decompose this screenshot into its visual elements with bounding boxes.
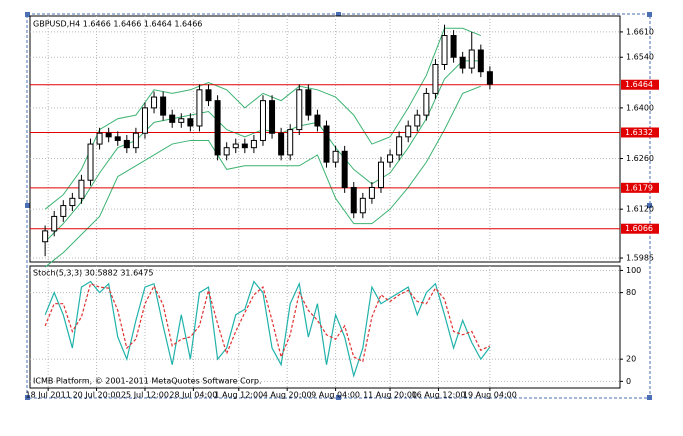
candle-body	[132, 132, 139, 149]
stoch-line	[44, 280, 491, 379]
candle-body	[223, 147, 230, 156]
candle-body	[178, 118, 185, 123]
candle-body	[196, 89, 203, 127]
candle-body	[396, 136, 403, 156]
candle-body	[105, 132, 112, 138]
x-tick-label: 16 Aug 12:00	[411, 391, 465, 400]
candle-body	[205, 89, 212, 102]
x-tick-label: 9 Aug 04:00	[311, 391, 360, 400]
candle-body	[323, 125, 330, 163]
candle-body	[187, 118, 194, 127]
x-tick-label: 11 Aug 20:00	[363, 391, 417, 400]
candle-body	[314, 114, 321, 127]
y-tick-label: 1.6260	[626, 154, 654, 163]
candle-body	[414, 114, 421, 127]
candle-body	[387, 154, 394, 163]
x-tick-label: 1 Aug 12:00	[214, 391, 263, 400]
candle-body	[377, 161, 384, 188]
candle-body	[42, 230, 49, 243]
candle-body	[296, 89, 303, 131]
selection-handles	[25, 12, 652, 400]
level-label: 1.6066	[625, 224, 653, 233]
x-tick-label: 18 Jul 2011	[26, 391, 71, 400]
candle-body	[151, 96, 158, 109]
footer: ICMB Platform, © 2001-2011 MetaQuotes So…	[33, 377, 262, 386]
candle-body	[278, 132, 285, 156]
x-tick-label: 20 Jul 20:00	[73, 391, 121, 400]
y-tick-label: 1.6610	[626, 27, 654, 36]
indicator-title: Stoch(5,3,3) 30.5882 31.6475	[33, 269, 153, 278]
candle-body	[287, 129, 294, 156]
y-tick-label: 1.6120	[626, 205, 654, 214]
candle-body	[368, 186, 375, 199]
stoch-line	[44, 282, 491, 363]
candle-body	[51, 215, 58, 232]
y-tick-label: 0	[626, 377, 631, 386]
level-label: 1.6179	[625, 183, 653, 192]
candle-body	[468, 49, 475, 69]
candle-body	[459, 56, 466, 69]
candle-body	[114, 136, 121, 141]
band-upper	[44, 27, 482, 210]
level-label-box	[621, 223, 659, 234]
candle-body	[160, 96, 167, 116]
candle-body	[232, 143, 239, 149]
y-tick-label: 1.6400	[626, 103, 654, 112]
candle-body	[269, 100, 276, 134]
chart-title: GBPUSD,H4 1.6466 1.6466 1.6464 1.6466	[33, 20, 202, 29]
candle-body	[250, 139, 257, 149]
y-tick-label: 1.5985	[626, 254, 654, 263]
candle-body	[432, 63, 439, 94]
candle-body	[341, 150, 348, 188]
x-tick-label: 19 Aug 04:00	[463, 391, 517, 400]
x-tick-label: 28 Jul 04:00	[169, 391, 217, 400]
stoch-panel	[29, 265, 621, 389]
candle-body	[423, 92, 430, 116]
candle-body	[486, 71, 493, 85]
candle-body	[69, 197, 76, 207]
candle-body	[87, 143, 94, 181]
level-label-box	[621, 79, 659, 90]
candle-body	[477, 49, 484, 73]
candle-body	[78, 179, 85, 199]
y-tick-label: 1.6540	[626, 53, 654, 62]
level-label-box	[621, 127, 659, 138]
candle-body	[214, 100, 221, 156]
level-label-box	[621, 182, 659, 193]
candle-body	[169, 114, 176, 123]
candle-body	[359, 197, 366, 214]
candle-body	[241, 143, 248, 149]
level-label: 1.6332	[625, 128, 653, 137]
candle-body	[96, 132, 103, 145]
candle-body	[60, 205, 67, 217]
candle-body	[123, 139, 130, 149]
y-tick-label: 20	[626, 355, 636, 364]
x-tick-label: 25 Jul 12:00	[121, 391, 169, 400]
candle-body	[405, 125, 412, 138]
candle-body	[350, 186, 357, 214]
x-tick-label: 4 Aug 20:00	[263, 391, 312, 400]
candle-body	[332, 150, 339, 163]
candle-body	[305, 89, 312, 116]
candle-body	[141, 107, 148, 134]
candle-body	[259, 100, 266, 141]
candle-body	[450, 35, 457, 58]
y-tick-label: 80	[626, 288, 636, 297]
y-tick-label: 100	[626, 266, 641, 275]
candle-body	[441, 35, 448, 65]
level-label: 1.6464	[625, 80, 653, 89]
